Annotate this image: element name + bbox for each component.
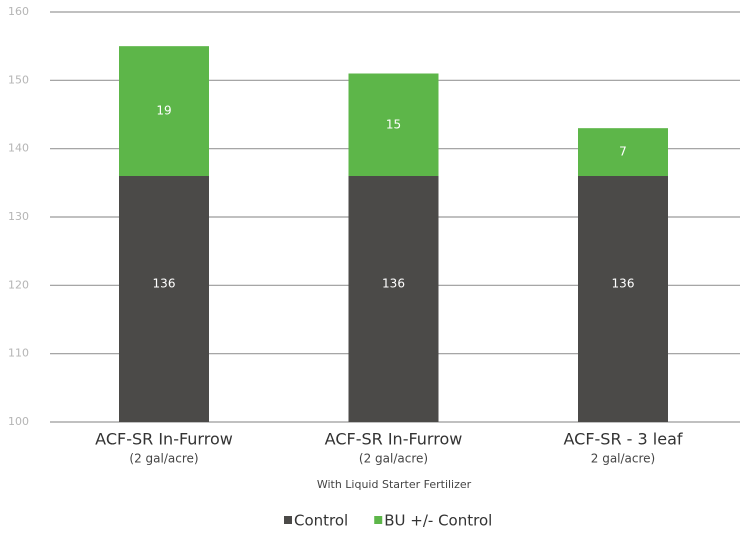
legend-label: Control: [294, 512, 348, 530]
x-tick-sublabel: (2 gal/acre): [129, 452, 198, 466]
y-tick-label: 140: [8, 142, 29, 155]
x-tick-sublabel: 2 gal/acre): [591, 452, 655, 466]
bar-segment: [578, 128, 668, 176]
y-tick-label: 150: [8, 73, 29, 86]
legend-swatch: [284, 516, 292, 524]
data-label: 136: [153, 277, 176, 291]
data-label: 15: [386, 117, 401, 131]
bar-segment: [119, 46, 209, 176]
bar-segment: [348, 73, 439, 176]
x-tick-label: ACF-SR - 3 leaf: [563, 430, 682, 449]
y-tick-label: 110: [8, 347, 29, 360]
bar-segment: [119, 176, 209, 422]
legend-swatch: [374, 516, 383, 524]
y-tick-label: 100: [8, 415, 29, 428]
x-tick-label: ACF-SR In-Furrow: [325, 430, 463, 449]
bar-segment: [348, 176, 439, 422]
data-label: 136: [612, 277, 635, 291]
y-tick-label: 130: [8, 210, 29, 223]
legend-label: BU +/- Control: [384, 512, 492, 530]
x-axis-label: With Liquid Starter Fertilizer: [317, 478, 472, 491]
x-tick-label: ACF-SR In-Furrow: [95, 430, 233, 449]
data-label: 19: [156, 104, 171, 118]
bar-segment: [578, 176, 668, 422]
data-label: 136: [382, 277, 405, 291]
x-tick-sublabel: (2 gal/acre): [359, 452, 428, 466]
data-label: 7: [619, 145, 627, 159]
y-tick-label: 160: [8, 5, 29, 18]
y-tick-label: 120: [8, 278, 29, 291]
